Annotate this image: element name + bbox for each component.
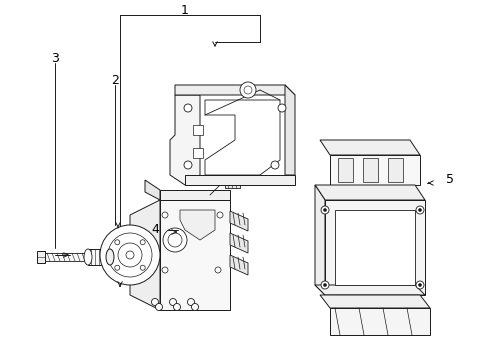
Circle shape <box>415 281 423 289</box>
Circle shape <box>191 303 198 310</box>
Polygon shape <box>325 200 424 295</box>
Polygon shape <box>204 100 280 175</box>
Polygon shape <box>175 85 294 95</box>
Polygon shape <box>229 233 247 253</box>
Polygon shape <box>319 140 419 155</box>
Polygon shape <box>145 290 229 310</box>
Polygon shape <box>45 253 88 261</box>
Circle shape <box>320 281 328 289</box>
Circle shape <box>244 86 251 94</box>
Circle shape <box>151 298 158 306</box>
Polygon shape <box>314 185 325 295</box>
Polygon shape <box>387 158 402 182</box>
Circle shape <box>215 267 221 273</box>
Polygon shape <box>362 158 377 182</box>
Circle shape <box>418 284 421 287</box>
Circle shape <box>140 265 145 270</box>
Circle shape <box>173 303 180 310</box>
Circle shape <box>126 251 134 259</box>
Polygon shape <box>184 175 294 185</box>
Circle shape <box>162 212 168 218</box>
Polygon shape <box>180 210 215 240</box>
Polygon shape <box>329 308 429 335</box>
Polygon shape <box>319 295 429 308</box>
Polygon shape <box>224 183 240 188</box>
Polygon shape <box>37 251 45 263</box>
Circle shape <box>100 225 160 285</box>
Circle shape <box>118 243 142 267</box>
Polygon shape <box>329 155 419 185</box>
Circle shape <box>183 161 192 169</box>
Text: 5: 5 <box>445 174 453 186</box>
Polygon shape <box>314 285 424 295</box>
Polygon shape <box>224 175 242 183</box>
Polygon shape <box>229 255 247 275</box>
Circle shape <box>418 208 421 211</box>
Circle shape <box>115 265 120 270</box>
Polygon shape <box>229 211 247 231</box>
Polygon shape <box>193 148 203 158</box>
Circle shape <box>187 298 194 306</box>
Polygon shape <box>145 180 160 200</box>
Polygon shape <box>160 190 229 200</box>
Polygon shape <box>88 249 110 265</box>
Circle shape <box>323 208 326 211</box>
Circle shape <box>323 284 326 287</box>
Polygon shape <box>130 200 160 310</box>
Polygon shape <box>285 85 294 175</box>
Circle shape <box>163 228 186 252</box>
Circle shape <box>183 104 192 112</box>
Circle shape <box>168 233 182 247</box>
Polygon shape <box>193 125 203 135</box>
Text: 4: 4 <box>151 224 159 237</box>
Circle shape <box>240 82 256 98</box>
Circle shape <box>162 267 168 273</box>
Circle shape <box>169 298 176 306</box>
Circle shape <box>155 303 162 310</box>
Circle shape <box>115 240 120 245</box>
Text: 3: 3 <box>51 51 59 64</box>
Text: 1: 1 <box>181 4 188 17</box>
Circle shape <box>217 212 223 218</box>
Polygon shape <box>170 95 200 185</box>
Circle shape <box>415 206 423 214</box>
Polygon shape <box>337 158 352 182</box>
Circle shape <box>140 240 145 245</box>
Polygon shape <box>160 200 229 310</box>
Ellipse shape <box>84 249 92 265</box>
Circle shape <box>278 104 285 112</box>
Text: 2: 2 <box>111 73 119 86</box>
Polygon shape <box>334 210 414 285</box>
Polygon shape <box>314 185 424 200</box>
Circle shape <box>320 206 328 214</box>
Circle shape <box>270 161 279 169</box>
Ellipse shape <box>106 249 114 265</box>
Circle shape <box>108 233 152 277</box>
